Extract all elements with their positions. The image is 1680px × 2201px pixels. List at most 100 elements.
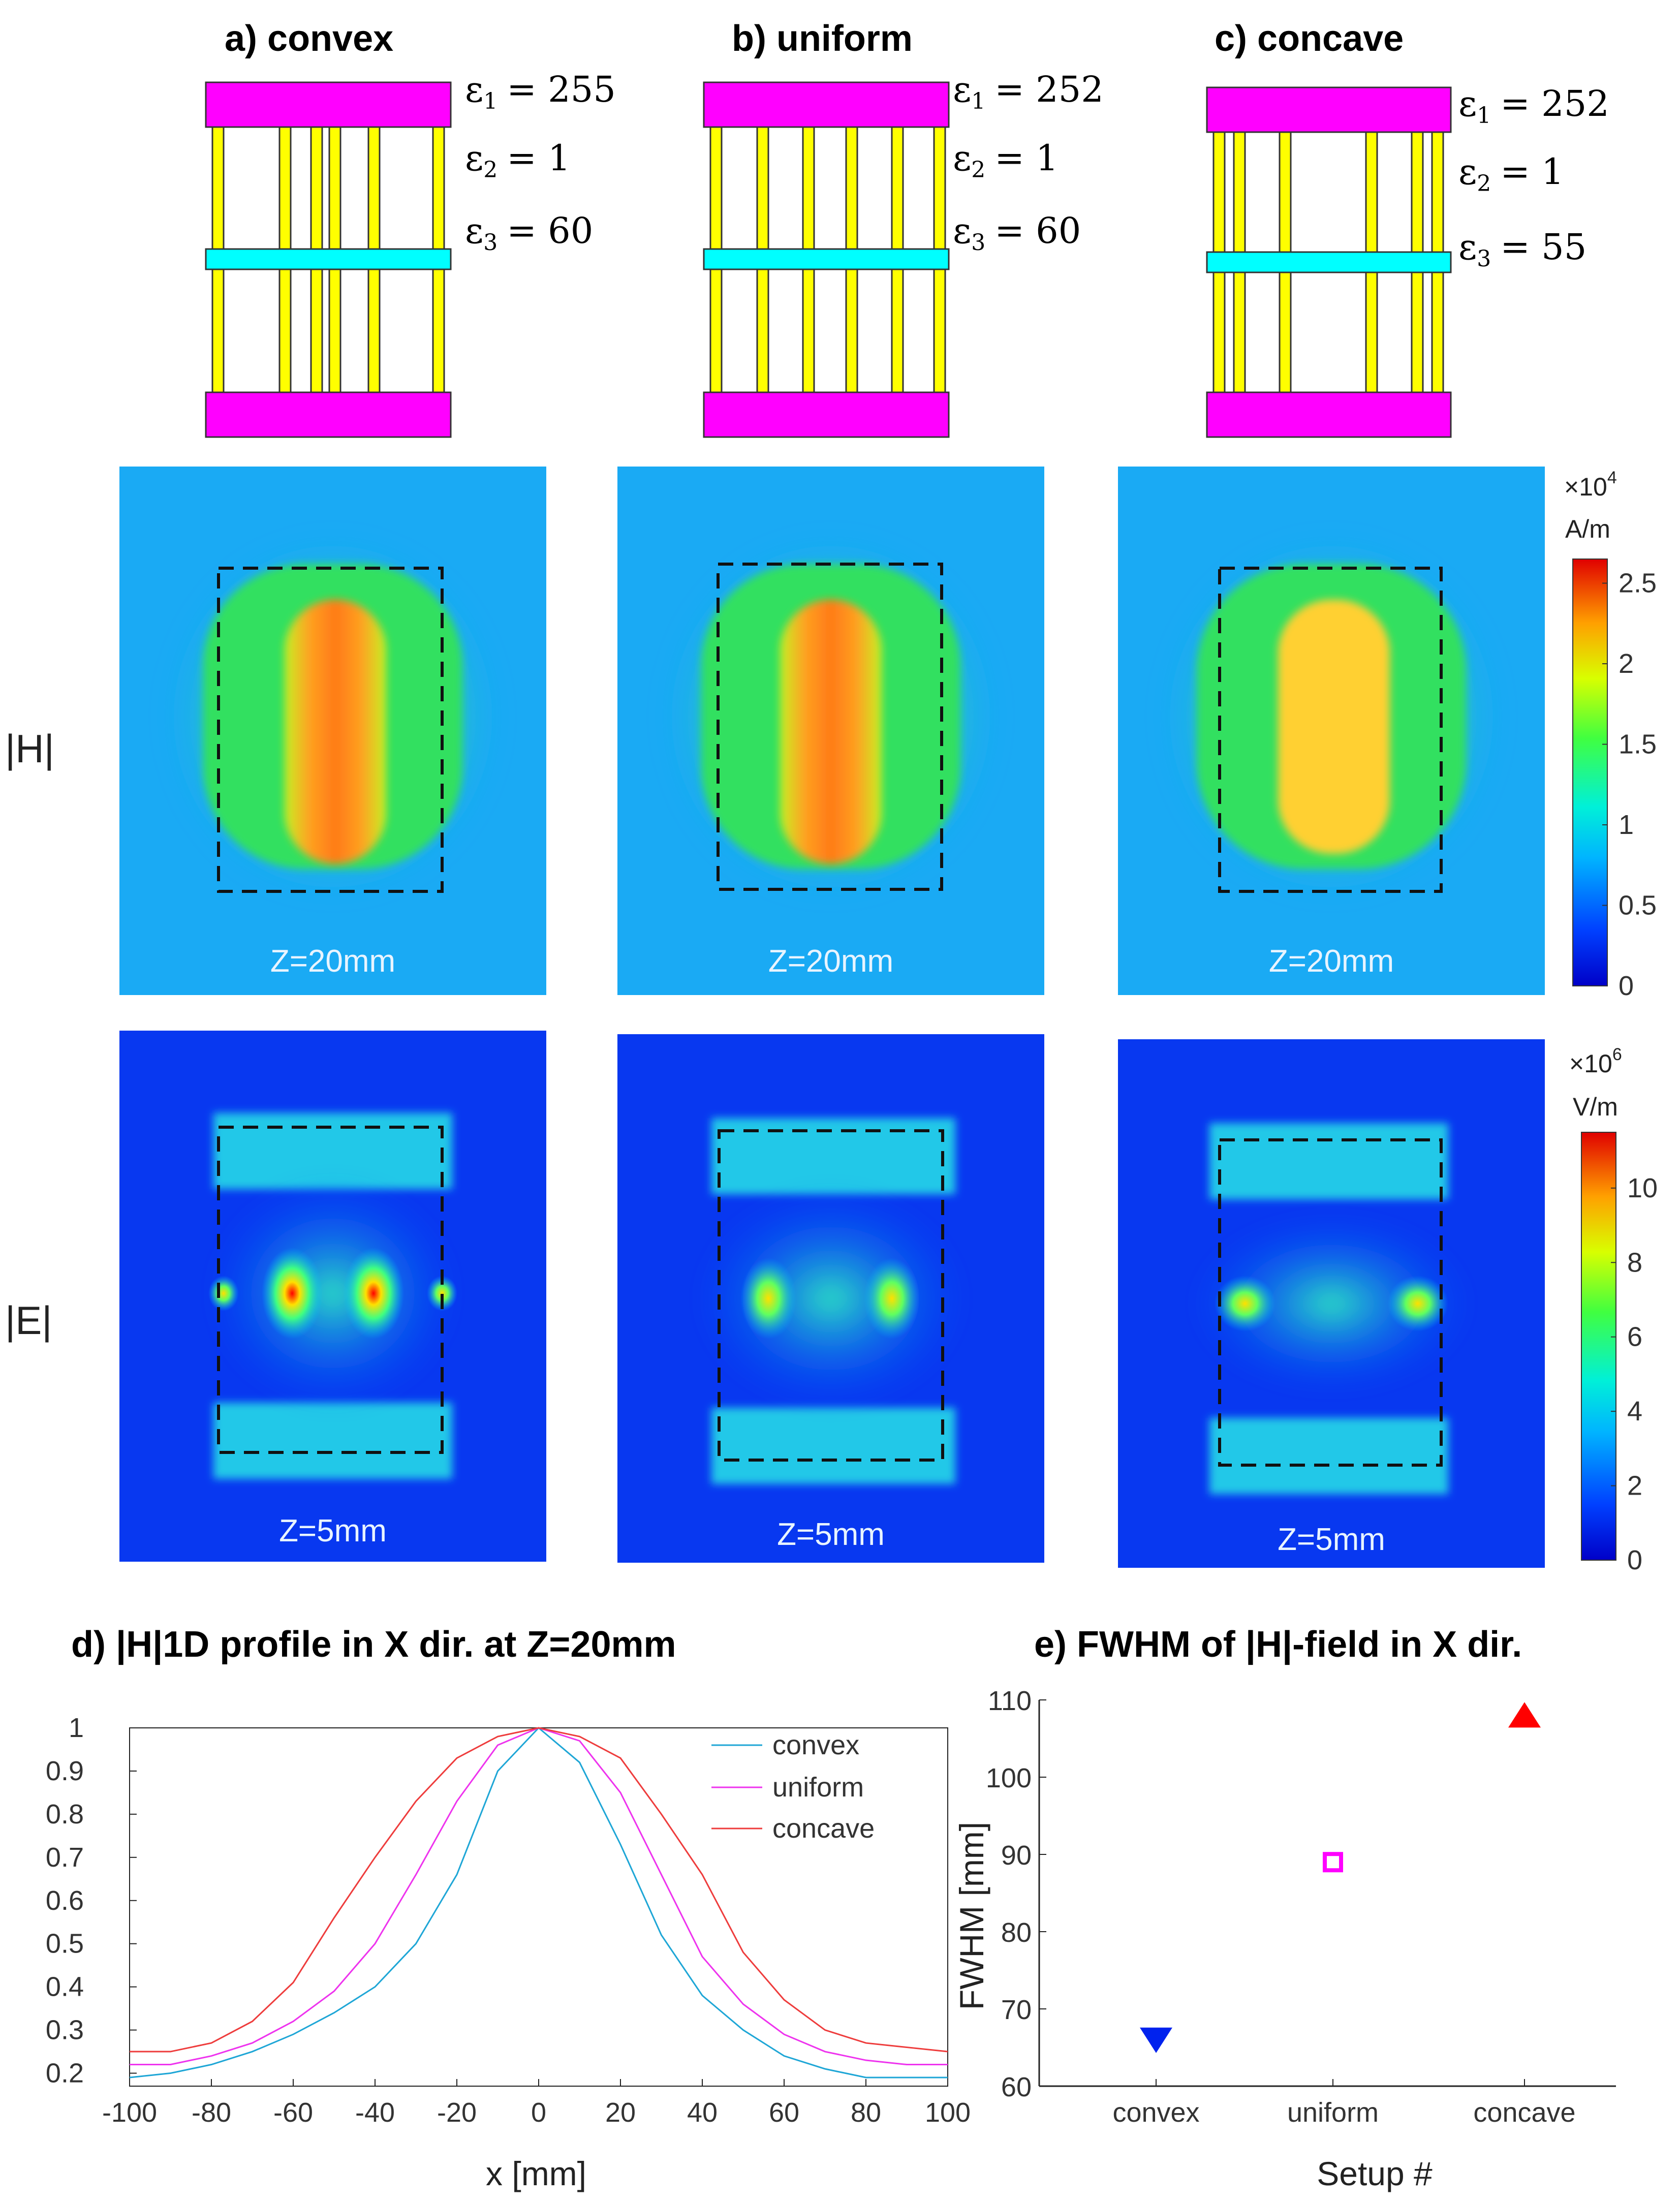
- z-label: Z=5mm: [1278, 1522, 1385, 1557]
- schematic-b: b) uniform ε1 = 252 ε2 = 1 ε3 = 60: [703, 18, 1104, 438]
- middle-plate: [1206, 251, 1452, 273]
- colorbar-h: ×104 A/m 2.5 2 1.5 1 0.5 0: [1564, 468, 1657, 1001]
- x-tick-label: -80: [192, 2097, 231, 2128]
- y-tick-label: 70: [1001, 1995, 1032, 2025]
- top-plate: [205, 81, 452, 128]
- middle-plate: [703, 248, 950, 270]
- colorbar-tick-label: 2.5: [1619, 568, 1657, 599]
- middle-plate: [205, 248, 452, 270]
- x-tick-label: -20: [437, 2097, 477, 2128]
- profile-line-chart: d) |H|1D profile in X dir. at Z=20mm -10…: [46, 1624, 971, 2192]
- colorbar-e-unit: V/m: [1573, 1093, 1618, 1121]
- y-tick-label: 0.6: [46, 1885, 84, 1916]
- y-tick-label: 0.9: [46, 1756, 84, 1786]
- h-map-c: Z=20mm: [1118, 467, 1545, 995]
- colorbar-tick-label: 0: [1627, 1545, 1642, 1575]
- eps2-label: ε2 = 1: [1458, 151, 1564, 197]
- chart-d-xlabel: x [mm]: [486, 2155, 586, 2192]
- chart-e-ylabel: FWHM [mm]: [953, 1822, 990, 2010]
- colorbar-tick-label: 1: [1619, 810, 1634, 840]
- legend-concave: concave: [772, 1813, 875, 1844]
- eps2-label: ε2 = 1: [953, 137, 1059, 183]
- colorbar-tick-label: 1.5: [1619, 729, 1657, 760]
- panel-title-c: c) concave: [1215, 18, 1404, 59]
- eps3-label: ε3 = 55: [1458, 226, 1586, 272]
- y-tick-label: 100: [986, 1763, 1032, 1793]
- chart-d-legend: convex uniform concave: [711, 1730, 875, 1844]
- h-map-b: Z=20mm: [617, 467, 1044, 995]
- z-label: Z=5mm: [777, 1517, 885, 1552]
- top-plate: [703, 81, 950, 128]
- y-tick-label: 0.2: [46, 2058, 84, 2089]
- chart-e-xlabel: Setup #: [1317, 2155, 1433, 2192]
- colorbar-tick-label: 10: [1627, 1173, 1658, 1203]
- bottom-plate: [703, 391, 950, 438]
- schematic-c: c) concave ε1 = 252 ε2 = 1 ε3 = 55: [1206, 18, 1609, 438]
- colorbar-tick-label: 6: [1627, 1322, 1642, 1352]
- x-tick-label: 80: [851, 2097, 881, 2128]
- boundary-box: [1218, 567, 1443, 893]
- boundary-box: [217, 567, 444, 893]
- boundary-box: [217, 1126, 444, 1454]
- e-map-a: Z=5mm: [119, 1031, 546, 1562]
- e-map-c: Z=5mm: [1118, 1039, 1545, 1568]
- boundary-box: [1218, 1138, 1443, 1467]
- eps3-label: ε3 = 60: [953, 210, 1081, 256]
- row-label-e: |E|: [5, 1298, 52, 1343]
- row-label-h: |H|: [5, 726, 54, 771]
- boundary-box: [717, 563, 943, 891]
- fwhm-scatter-chart: e) FWHM of |H|-field in X dir. 60 70 80 90 1…: [953, 1624, 1616, 2192]
- colorbar-h-unit: A/m: [1565, 515, 1610, 543]
- colorbar-tick-label: 2: [1619, 648, 1634, 679]
- y-tick-label: 0.3: [46, 2015, 84, 2045]
- series-line-concave: [130, 1727, 948, 2053]
- z-label: Z=5mm: [279, 1513, 387, 1548]
- boundary-box: [718, 1129, 944, 1462]
- chart-e-title: e) FWHM of |H|-field in X dir.: [1034, 1624, 1522, 1665]
- x-tick-label: -40: [355, 2097, 395, 2128]
- marker-concave: [1508, 1702, 1541, 1728]
- y-tick-label: 0.4: [46, 1972, 84, 2002]
- y-tick-label: 0.7: [46, 1842, 84, 1873]
- colorbar-tick-label: 0.5: [1619, 890, 1657, 921]
- x-tick-label: uniform: [1287, 2097, 1379, 2128]
- x-tick-label: convex: [1112, 2097, 1199, 2128]
- eps3-label: ε3 = 60: [465, 210, 593, 256]
- colorbar-e: ×106 V/m 10 8 6 4 2 0: [1569, 1045, 1658, 1575]
- bottom-plate: [205, 391, 452, 438]
- x-tick-label: 40: [687, 2097, 718, 2128]
- x-tick-label: 60: [769, 2097, 799, 2128]
- legend-uniform: uniform: [772, 1772, 864, 1803]
- y-tick-label: 0.8: [46, 1799, 84, 1830]
- colorbar-tick-label: 0: [1619, 971, 1634, 1001]
- z-label: Z=20mm: [768, 944, 893, 979]
- panel-title-a: a) convex: [225, 18, 393, 59]
- colorbar-e-exponent: ×106: [1569, 1045, 1622, 1078]
- eps1-label: ε1 = 252: [1458, 83, 1609, 129]
- y-tick-label: 110: [988, 1686, 1032, 1716]
- colorbar-tick-label: 2: [1627, 1471, 1642, 1501]
- eps1-label: ε1 = 252: [953, 69, 1104, 114]
- eps1-label: ε1 = 255: [465, 69, 616, 114]
- e-map-b: Z=5mm: [617, 1034, 1044, 1563]
- y-tick-label: 90: [1001, 1840, 1032, 1871]
- x-tick-label: -60: [273, 2097, 313, 2128]
- schematic-a: a) convex ε1 = 255 ε2 = 1 ε3 = 60: [205, 18, 616, 438]
- x-tick-label: 0: [531, 2097, 546, 2128]
- bottom-plate: [1206, 391, 1452, 438]
- y-tick-label: 0.5: [46, 1929, 84, 1959]
- x-tick-label: -100: [102, 2097, 157, 2128]
- x-tick-label: 100: [925, 2097, 971, 2128]
- top-plate: [1206, 86, 1452, 133]
- x-tick-label: 20: [605, 2097, 636, 2128]
- panel-title-b: b) uniform: [732, 18, 913, 59]
- colorbar-h-exponent: ×104: [1564, 468, 1617, 501]
- y-tick-label: 80: [1001, 1917, 1032, 1948]
- marker-convex: [1140, 2027, 1172, 2053]
- marker-uniform: [1323, 1852, 1343, 1873]
- z-label: Z=20mm: [270, 944, 395, 979]
- eps2-label: ε2 = 1: [465, 137, 571, 183]
- z-label: Z=20mm: [1269, 944, 1394, 979]
- colorbar-tick-label: 8: [1627, 1247, 1642, 1278]
